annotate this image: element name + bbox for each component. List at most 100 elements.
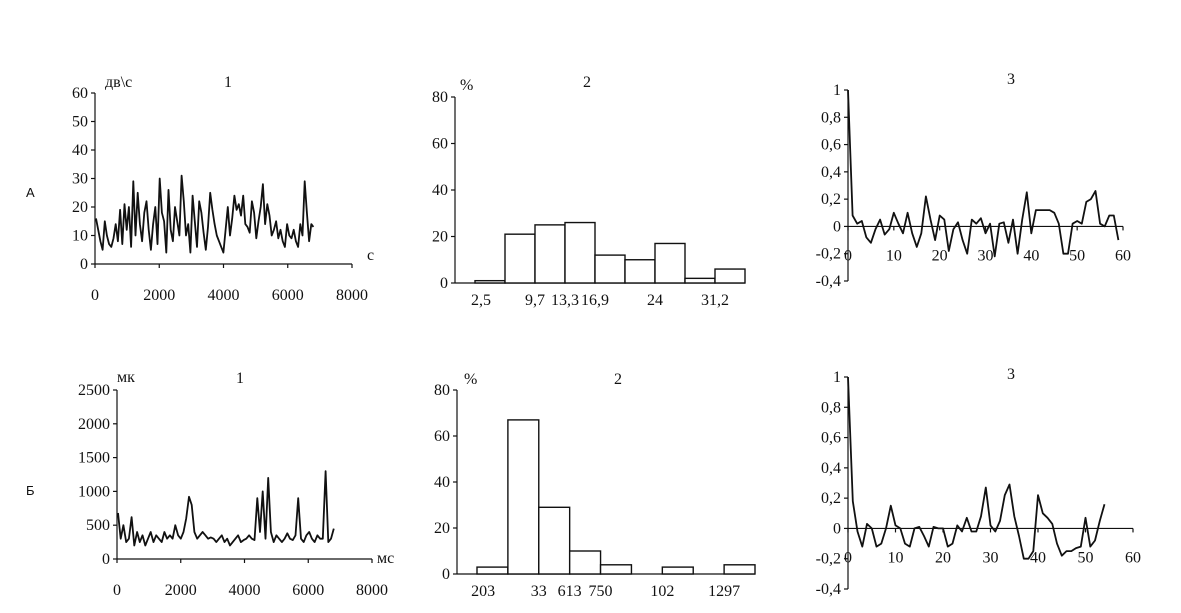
y-tick-label: 0,8 [821, 109, 841, 126]
x-category-label: 203 [471, 583, 495, 600]
panel-number: 2 [583, 74, 591, 91]
histogram-bar [507, 419, 540, 575]
y-tick-label: 40 [432, 182, 448, 199]
panel-5: 2% 0 20 40 60 80 203 33 613 750 102 1297 [434, 371, 756, 600]
y-tick-label: 500 [86, 517, 110, 534]
y-tick-label: 1 [833, 82, 841, 99]
y-tick-label: 40 [434, 474, 450, 491]
histogram-bar [534, 224, 566, 284]
y-tick-label: 2000 [78, 416, 110, 433]
y-tick-label: 20 [434, 520, 450, 537]
x-axis-unit: с [367, 247, 374, 264]
x-category-label: 13,3 [551, 292, 579, 309]
x-tick-label: 20 [932, 247, 948, 264]
y-tick-label: 0,2 [821, 191, 841, 208]
y-axis-unit: мк [117, 369, 135, 386]
y-tick-label: 0,4 [821, 164, 841, 181]
panel-2: 2% 0 20 40 60 80 2,5 9,7 13,3 16,9 24 31,2 [432, 74, 746, 309]
x-tick-label: 60 [1125, 549, 1141, 566]
x-category-label: 750 [589, 583, 613, 600]
x-category-label: 31,2 [701, 292, 729, 309]
x-tick-label: 2000 [143, 287, 175, 304]
panel-number: 3 [1007, 71, 1015, 88]
histogram-bar [624, 259, 656, 284]
x-tick-label: 40 [1030, 549, 1046, 566]
x-tick-label: 0 [844, 247, 852, 264]
histogram-bar [714, 268, 746, 284]
y-tick-label: 80 [432, 89, 448, 106]
series-line [117, 470, 335, 547]
y-axis-unit: % [464, 371, 477, 388]
x-tick-label: 10 [886, 247, 902, 264]
x-tick-label: 4000 [229, 582, 261, 599]
series-line [95, 174, 315, 254]
x-tick-label: 2000 [165, 582, 197, 599]
x-tick-label: 60 [1115, 247, 1131, 264]
y-tick-label: 60 [434, 428, 450, 445]
y-tick-label: 40 [72, 142, 88, 159]
x-tick-label: 30 [978, 247, 994, 264]
y-tick-label: 0,6 [821, 430, 841, 447]
y-tick-label: 80 [434, 382, 450, 399]
x-tick-label: 0 [844, 549, 852, 566]
y-tick-label: 0,4 [821, 460, 841, 477]
histogram-bar [599, 564, 633, 575]
x-category-label: 613 [558, 583, 582, 600]
x-tick-label: 0 [91, 287, 99, 304]
y-tick-label: 0 [833, 218, 841, 235]
y-tick-label: -0,4 [816, 581, 841, 598]
y-tick-label: 0 [440, 275, 448, 292]
histogram-bar [568, 550, 602, 575]
histogram-bar [654, 242, 686, 284]
y-tick-label: -0,2 [816, 551, 841, 568]
y-tick-label: 30 [72, 171, 88, 188]
x-category-label: 24 [647, 292, 663, 309]
x-tick-label: 6000 [292, 582, 324, 599]
y-tick-label: 1500 [78, 450, 110, 467]
x-tick-label: 50 [1069, 247, 1085, 264]
y-axis-unit: дв\с [105, 74, 132, 91]
y-tick-label: 20 [432, 229, 448, 246]
panel-number: 1 [236, 370, 244, 387]
histogram-bar [474, 279, 506, 284]
y-tick-label: 0 [833, 520, 841, 537]
x-tick-label: 30 [983, 549, 999, 566]
y-tick-label: 1 [833, 369, 841, 386]
x-category-label: 16,9 [581, 292, 609, 309]
y-tick-label: 2500 [78, 382, 110, 399]
panel-number: 2 [614, 371, 622, 388]
row-label-b: Б [26, 483, 35, 498]
x-tick-label: 8000 [336, 287, 368, 304]
row-label-a: А [26, 185, 35, 200]
panel-3: 3-0,4-0,200,20,40,60,810 10 20 30 40 50 60 [816, 71, 1131, 290]
histogram-bar [564, 221, 596, 284]
histogram-bar [504, 233, 536, 284]
series-line [847, 376, 1106, 560]
y-tick-label: 60 [432, 136, 448, 153]
x-tick-label: 8000 [356, 582, 388, 599]
y-tick-label: 20 [72, 199, 88, 216]
y-tick-label: 60 [72, 85, 88, 102]
y-tick-label: 50 [72, 114, 88, 131]
panel-number: 1 [224, 74, 232, 91]
x-category-label: 2,5 [471, 292, 491, 309]
x-category-label: 33 [531, 583, 547, 600]
x-category-label: 102 [650, 583, 674, 600]
x-category-label: 1297 [708, 583, 740, 600]
histogram-bar [684, 277, 716, 284]
histogram-bar [538, 506, 571, 575]
y-tick-label: 0,8 [821, 399, 841, 416]
y-tick-label: 0,6 [821, 137, 841, 154]
x-tick-label: 50 [1078, 549, 1094, 566]
x-tick-label: 4000 [208, 287, 240, 304]
y-tick-label: -0,2 [816, 246, 841, 263]
x-tick-label: 6000 [272, 287, 304, 304]
y-tick-label: 0,2 [821, 490, 841, 507]
y-tick-label: 1000 [78, 483, 110, 500]
x-tick-label: 0 [113, 582, 121, 599]
x-category-label: 9,7 [525, 292, 545, 309]
y-tick-label: 0 [442, 566, 450, 583]
x-tick-label: 10 [888, 549, 904, 566]
panel-1: 1 дв\с с 0 10 20 30 40 50 60 0 2000 4000 6000 8000 [72, 74, 374, 304]
y-tick-label: 0 [102, 551, 110, 568]
